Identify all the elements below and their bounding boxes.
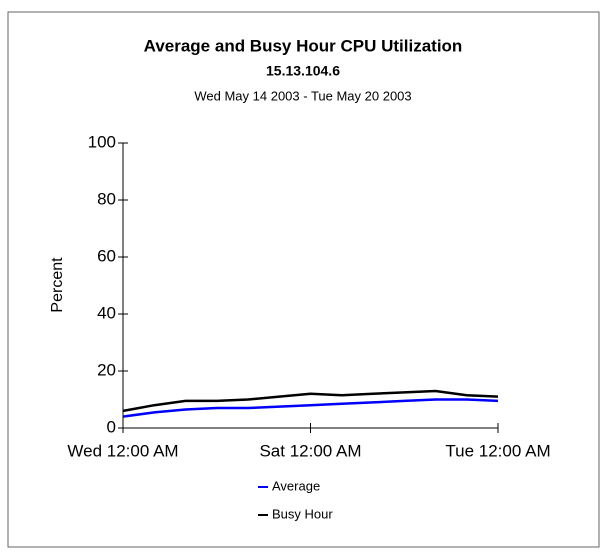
y-tick-label: 0	[107, 417, 116, 436]
chart-title: Average and Busy Hour CPU Utilization	[144, 36, 463, 55]
x-tick-label: Wed 12:00 AM	[67, 441, 178, 460]
series-line	[122, 398, 499, 418]
chart-subtitle: 15.13.104.6	[266, 63, 340, 79]
y-tick-label: 40	[97, 303, 116, 322]
x-tick-label: Tue 12:00 AM	[445, 441, 550, 460]
y-axis-label: Percent	[49, 257, 66, 313]
chart-border	[7, 11, 600, 548]
y-tick-label: 100	[88, 132, 116, 151]
y-tick-label: 20	[97, 360, 116, 379]
date-range: Wed May 14 2003 - Tue May 20 2003	[194, 88, 411, 103]
y-tick-label: 60	[97, 246, 116, 265]
x-tick-label: Sat 12:00 AM	[259, 441, 361, 460]
legend-label: Average	[272, 478, 320, 493]
legend-label: Busy Hour	[272, 506, 333, 521]
series-line	[122, 389, 499, 413]
y-tick-label: 80	[97, 189, 116, 208]
